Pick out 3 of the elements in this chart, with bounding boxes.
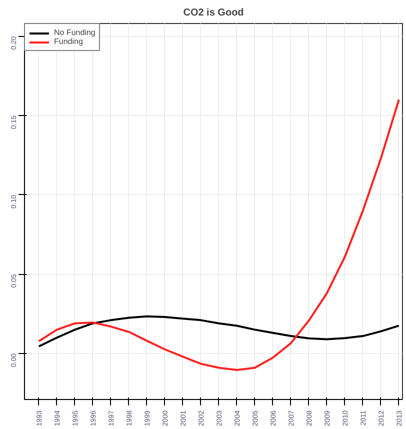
legend-label: No Funding xyxy=(54,28,96,37)
chart-title: CO2 is Good xyxy=(183,8,244,18)
legend-label: Funding xyxy=(54,37,83,46)
